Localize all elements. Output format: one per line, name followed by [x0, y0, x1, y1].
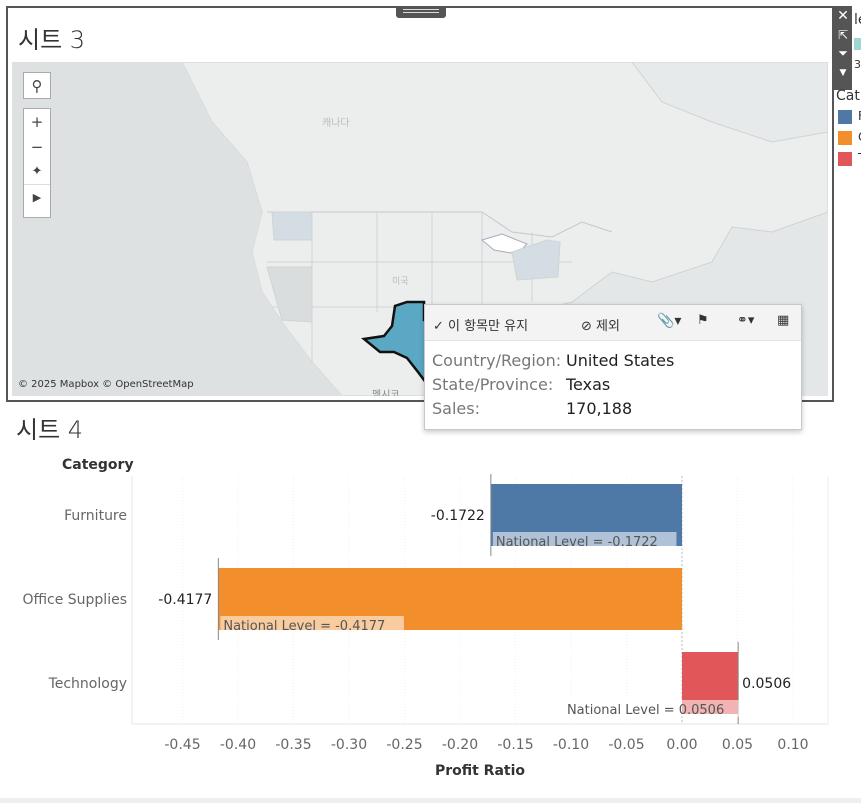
- label-icon[interactable]: ⚑: [697, 313, 709, 328]
- more-icon[interactable]: ▼: [839, 67, 847, 78]
- x-tick-label: -0.40: [220, 737, 256, 753]
- map-label-canada: 캐나다: [322, 118, 350, 129]
- legend-swatch-furniture[interactable]: [838, 110, 852, 124]
- category-label: Office Supplies: [22, 592, 127, 608]
- close-icon[interactable]: ✕: [837, 7, 849, 24]
- legend-label-technology: T: [858, 151, 861, 165]
- view-data-icon[interactable]: ▦: [777, 313, 790, 328]
- group-icon[interactable]: 📎▾: [657, 313, 682, 329]
- x-tick-label: 0.05: [722, 737, 753, 753]
- legend-swatch-technology[interactable]: [838, 152, 852, 166]
- legend-top-text: le: [854, 12, 861, 28]
- set-icon[interactable]: ⚭▾: [737, 313, 755, 328]
- sheet3-title: 시트 3: [18, 26, 86, 54]
- map-search-control[interactable]: ⚲: [23, 72, 51, 99]
- legend-title: Cat: [836, 88, 860, 104]
- profit-ratio-chart: Furniture National Level = -0.1722 -0.1722…: [22, 457, 829, 779]
- x-tick-label: -0.05: [608, 737, 644, 753]
- filter-icon[interactable]: ⏷: [838, 46, 848, 60]
- pin-icon[interactable]: ✦: [31, 164, 43, 179]
- search-icon[interactable]: ⚲: [31, 76, 43, 95]
- map-attribution: © 2025 Mapbox © OpenStreetMap: [18, 379, 194, 390]
- footer-divider: [0, 798, 861, 803]
- x-tick-label: 0.10: [777, 737, 808, 753]
- keep-only-button[interactable]: ✓ 이 항목만 유지: [433, 319, 529, 334]
- x-tick-label: -0.20: [442, 737, 478, 753]
- value-label: 0.0506: [742, 676, 791, 692]
- value-label: -0.4177: [158, 592, 212, 608]
- x-tick-label: -0.15: [497, 737, 533, 753]
- x-tick-label: 0.00: [666, 737, 697, 753]
- reference-line-label: National Level = -0.1722: [496, 535, 658, 550]
- tooltip-row-country: Country/Region: United States: [432, 351, 675, 370]
- sheet-toolbar: ✕ ⇱ ⏷ ▼: [834, 6, 852, 90]
- zoom-out-icon[interactable]: −: [30, 137, 44, 156]
- legend-label-office-supplies: O: [858, 130, 861, 144]
- reference-line-label: National Level = -0.4177: [223, 619, 385, 634]
- reference-line-label: National Level = 0.0506: [567, 703, 724, 718]
- category-label: Furniture: [64, 508, 127, 524]
- drag-handle[interactable]: [396, 6, 446, 18]
- x-tick-label: -0.30: [331, 737, 367, 753]
- legend-sub-text: 32: [854, 58, 861, 71]
- x-axis-title: Profit Ratio: [435, 763, 525, 779]
- play-icon[interactable]: ▶: [24, 184, 50, 209]
- row-header-category: Category: [62, 457, 134, 473]
- legend-label-furniture: F: [858, 109, 861, 123]
- x-tick-label: -0.10: [553, 737, 589, 753]
- map-label-mexico: 멕시코: [372, 390, 400, 396]
- x-tick-label: -0.25: [386, 737, 422, 753]
- category-label: Technology: [48, 676, 127, 692]
- color-legend: le 32 Cat F O T: [836, 10, 861, 170]
- tooltip-row-state: State/Province: Texas: [432, 375, 611, 394]
- x-tick-label: -0.45: [164, 737, 200, 753]
- popout-icon[interactable]: ⇱: [837, 27, 849, 42]
- exclude-button[interactable]: ⊘ 제외: [581, 319, 620, 334]
- value-label: -0.1722: [431, 508, 485, 524]
- tooltip-action-bar: ✓ 이 항목만 유지 ⊘ 제외 📎▾ ⚑ ⚭▾ ▦: [425, 305, 801, 341]
- legend-swatch-office-supplies[interactable]: [838, 131, 852, 145]
- tooltip-row-sales: Sales: 170,188: [432, 399, 633, 418]
- zoom-in-icon[interactable]: +: [30, 112, 44, 131]
- sheet4-title: 시트 4: [16, 416, 84, 444]
- map-zoom-controls: + − ✦ ▶: [23, 108, 51, 218]
- tooltip: ✓ 이 항목만 유지 ⊘ 제외 📎▾ ⚑ ⚭▾ ▦ Country/Region…: [424, 304, 802, 430]
- legend-gradient: [854, 38, 861, 50]
- map-label-usa: 미국: [392, 277, 409, 287]
- x-tick-label: -0.35: [275, 737, 311, 753]
